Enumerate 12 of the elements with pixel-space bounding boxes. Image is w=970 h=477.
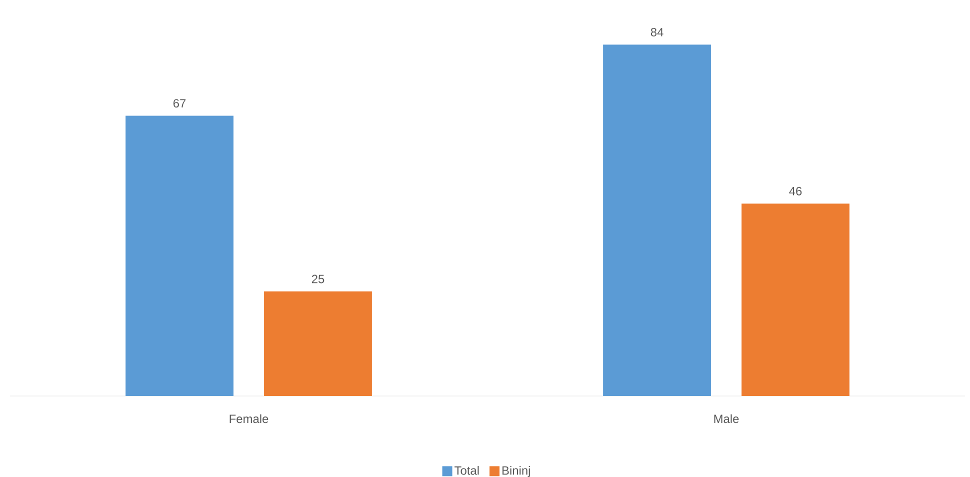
bar [126, 116, 234, 396]
bar [742, 204, 850, 396]
data-label: 46 [789, 186, 802, 196]
x-tick-label: Female [230, 414, 268, 424]
data-label: 84 [650, 28, 664, 36]
legend-label: Bininj [502, 466, 530, 477]
data-label: 67 [173, 99, 186, 108]
x-tick-label: Male [714, 414, 739, 424]
legend-label: Total [454, 466, 479, 475]
bar [264, 291, 372, 396]
data-label: 25 [312, 274, 324, 284]
bar [603, 44, 711, 396]
